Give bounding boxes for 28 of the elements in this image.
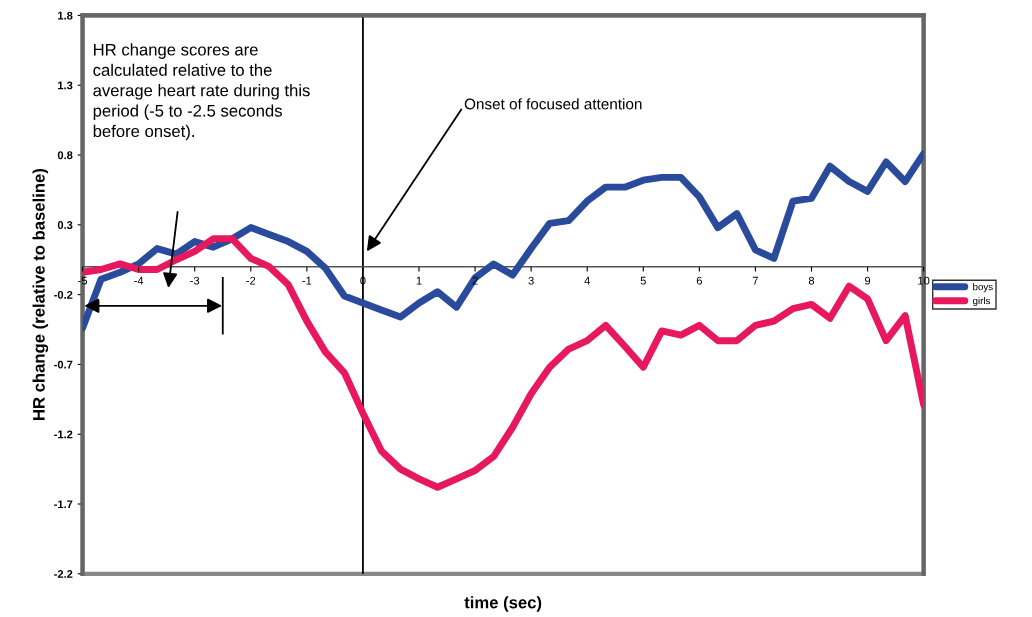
y-tick-label: 0.8 (57, 151, 73, 160)
annotation: HR change scores are calculated relative to the average heart rate during this period (-5 to -2.5 seconds before onset). (93, 43, 310, 141)
x-tick-label: 4 (584, 276, 590, 285)
x-axis-title: time (sec) (464, 596, 542, 612)
x-tick-label: -4 (134, 276, 144, 285)
y-tick-label: -1.7 (54, 500, 73, 509)
y-tick-label: 1.3 (58, 81, 73, 90)
x-tick-label: 3 (528, 276, 534, 285)
x-tick-label: 1 (416, 276, 422, 285)
annotation: Onset of focused attention (464, 98, 642, 110)
x-tick-label: 7 (752, 276, 758, 285)
y-axis-title: HR change (relative to baseline) (32, 169, 49, 420)
x-tick-label: 9 (865, 276, 871, 285)
y-tick-label: 1.8 (58, 11, 73, 20)
x-tick-label: 2 (472, 276, 478, 285)
y-tick-label: -0.2 (54, 290, 73, 299)
x-tick-label: 8 (808, 276, 815, 285)
y-tick-label: -1.2 (54, 430, 73, 439)
y-tick-label: 0.3 (57, 221, 73, 229)
legend-label: girls (972, 297, 991, 307)
y-tick-label: -0.7 (54, 360, 73, 369)
x-tick-label: 5 (640, 276, 646, 285)
x-tick-label: -1 (302, 276, 312, 285)
x-tick-label: 6 (696, 276, 702, 285)
legend-label: boys (973, 283, 993, 293)
y-tick-label: -2.2 (54, 570, 73, 578)
x-tick-label: -2 (246, 276, 256, 285)
x-tick-label: -3 (190, 276, 200, 285)
